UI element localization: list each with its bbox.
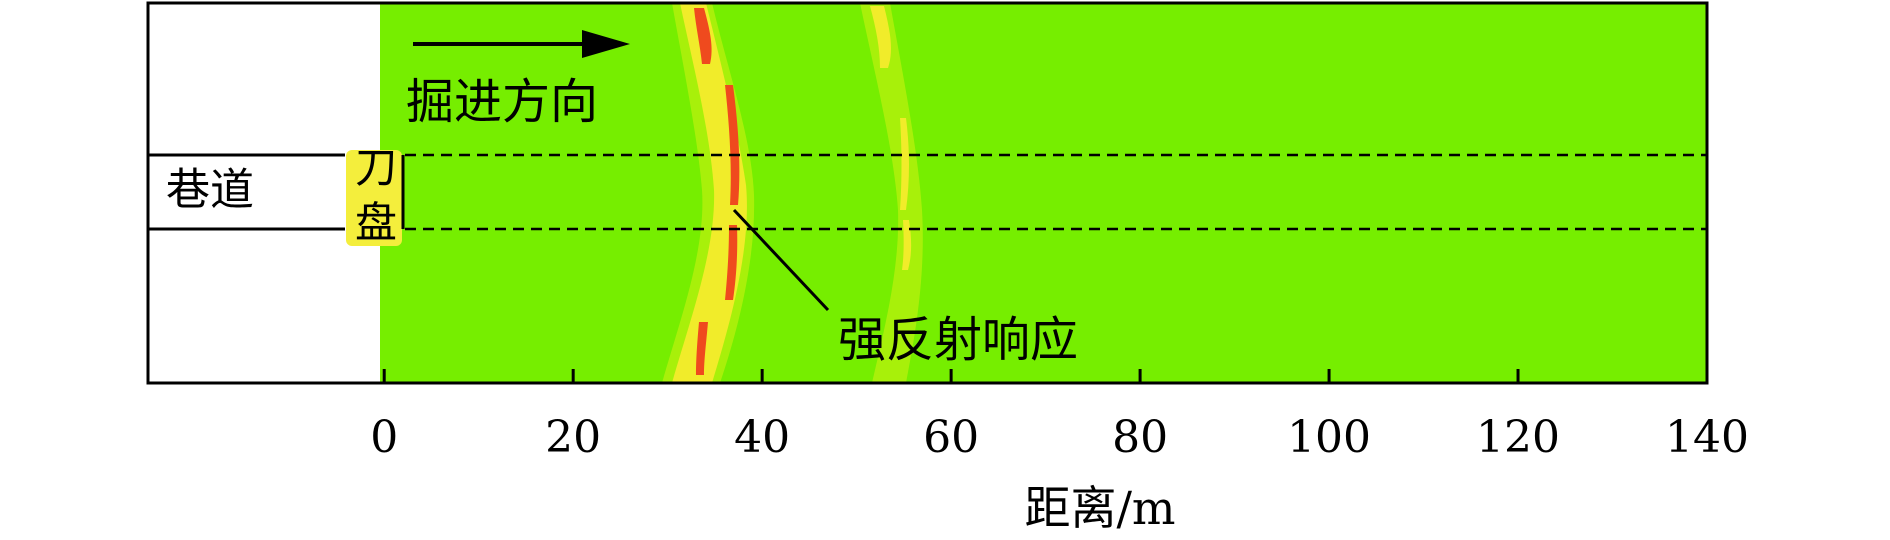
reflector-core-bottom bbox=[696, 322, 708, 375]
x-tick-label-1: 20 bbox=[545, 412, 601, 463]
tunnel-outline bbox=[148, 153, 405, 231]
planned-tunnel bbox=[405, 153, 1707, 231]
cutter-head-label-2: 盘 bbox=[355, 198, 397, 247]
cutter-head bbox=[346, 150, 402, 246]
direction-arrow-icon bbox=[413, 30, 630, 58]
weak-reflector-halo bbox=[860, 3, 923, 383]
tunnel-label: 巷道 bbox=[166, 165, 254, 216]
cutter-head-label-1: 刀 bbox=[355, 143, 397, 192]
direction-label: 掘进方向 bbox=[406, 74, 598, 130]
x-tick-label-2: 40 bbox=[734, 412, 790, 463]
reflector-core-mid bbox=[725, 85, 740, 205]
x-tick-label-6: 120 bbox=[1476, 412, 1560, 463]
x-tick-label-7: 140 bbox=[1665, 412, 1749, 463]
x-tick-label-5: 100 bbox=[1287, 412, 1371, 463]
imaging-field bbox=[380, 3, 1707, 383]
callout-leader bbox=[732, 208, 830, 312]
strong-reflector bbox=[662, 3, 755, 383]
reflector-core-top bbox=[694, 8, 712, 64]
weak-reflector bbox=[860, 3, 923, 383]
x-tick-label-3: 60 bbox=[923, 412, 979, 463]
weak-reflector-yellow-top bbox=[870, 6, 891, 68]
plot-frame bbox=[146, 1, 1709, 385]
weak-reflector-yellow-low bbox=[902, 220, 912, 270]
x-tick-label-4: 80 bbox=[1112, 412, 1168, 463]
reflector-core-low bbox=[725, 225, 738, 300]
reflection-label: 强反射响应 bbox=[838, 312, 1078, 368]
x-axis-label: 距离/m bbox=[1024, 481, 1175, 535]
x-tick-label-0: 0 bbox=[370, 412, 398, 463]
weak-reflector-yellow-mid bbox=[900, 118, 909, 210]
excavated-area bbox=[148, 3, 380, 383]
x-axis: 0 20 40 60 80 100 120 140 bbox=[370, 369, 1749, 463]
